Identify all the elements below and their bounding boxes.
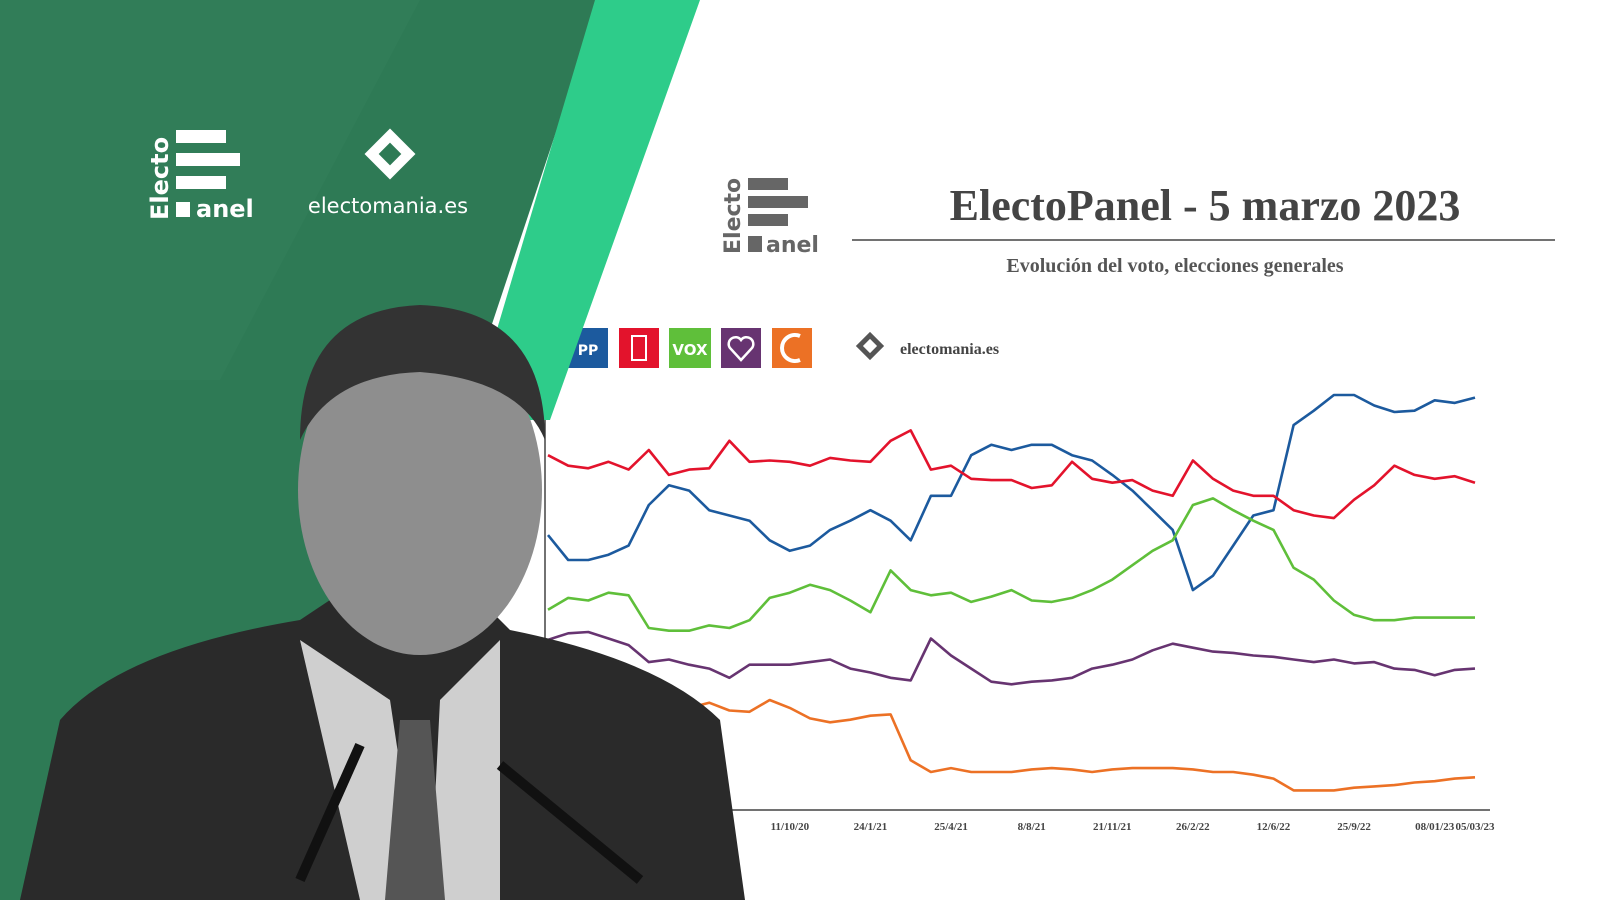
photo (20, 305, 745, 900)
series-line (547, 693, 1476, 792)
brand-logo: Electo anel (146, 130, 254, 223)
x-tick-label: 12/6/22 (1257, 821, 1291, 833)
legend-swatch (721, 328, 761, 368)
source: electomania.es (900, 341, 999, 358)
chart-subtitle: Evolución del voto, elecciones generales (1006, 255, 1343, 277)
chart-title: ElectoPanel - 5 marzo 2023 (950, 181, 1461, 230)
panel-facet (0, 0, 420, 380)
series-line (547, 630, 1476, 686)
x-tick-label: 24/1/21 (854, 821, 888, 833)
logo-text: Electo (721, 178, 746, 254)
plot (546, 393, 1476, 792)
series-line (547, 429, 1476, 520)
x-tick-label: 25/4/21 (934, 821, 968, 833)
source-logo: electomania.es (855, 331, 999, 361)
site-name: electomania.es (308, 194, 468, 218)
chart-logo: Electo anel (721, 178, 819, 258)
x-tick-label: 05/03/23 (1455, 821, 1495, 833)
series-line (547, 497, 1475, 632)
x-tick-label: 26/2/22 (1176, 821, 1210, 833)
legend: PP VOX (568, 328, 812, 368)
series-line (546, 393, 1476, 592)
legend-swatch (669, 328, 711, 368)
x-tick-label: 21/11/21 (1093, 821, 1132, 833)
x-tick-label: 8/8/21 (1018, 821, 1046, 833)
legend-icon (780, 333, 801, 363)
legend-swatch (619, 328, 659, 368)
x-tick-label: 11/10/20 (771, 821, 810, 833)
x-tick-label: 25/9/22 (1337, 821, 1371, 833)
brand-text: Electo (146, 137, 174, 220)
x-tick-label: 08/01/23 (1415, 821, 1455, 833)
panel-light (470, 0, 700, 420)
legend-label: VOX (672, 341, 708, 359)
brand-text: anel (196, 195, 254, 223)
legend-icon (727, 335, 755, 362)
legend-label: PP (578, 343, 599, 359)
legend-icon (631, 335, 647, 361)
logo-text: anel (766, 233, 819, 258)
